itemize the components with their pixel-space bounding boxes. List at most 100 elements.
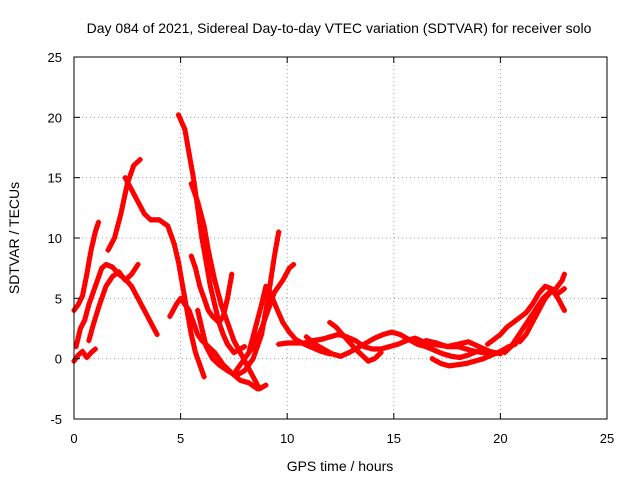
data-point-marker <box>169 235 175 241</box>
plot-frame <box>73 56 608 420</box>
data-point-marker <box>204 263 210 269</box>
data-point-marker <box>276 229 282 235</box>
data-point-marker <box>101 289 107 295</box>
data-point-marker <box>92 232 98 238</box>
data-point-marker <box>270 260 276 266</box>
data-point-marker <box>268 274 274 280</box>
data-point-marker <box>218 301 224 307</box>
data-point-marker <box>224 319 231 326</box>
data-point-marker <box>190 175 196 181</box>
data-point-marker <box>207 257 213 263</box>
data-point-marker <box>91 318 97 325</box>
data-series <box>195 229 282 379</box>
data-point-marker <box>206 252 212 258</box>
data-point-marker <box>207 283 213 289</box>
data-point-marker <box>85 263 91 269</box>
data-point-marker <box>192 193 199 199</box>
data-point-marker <box>87 255 93 261</box>
data-point-marker <box>213 281 219 287</box>
data-point-marker <box>205 247 211 253</box>
data-point-marker <box>250 356 256 362</box>
data-point-marker <box>102 286 108 292</box>
data-point-marker <box>197 207 203 213</box>
y-tick-label: 15 <box>48 171 62 186</box>
data-point-marker <box>189 184 195 190</box>
data-series <box>86 261 141 344</box>
data-point-marker <box>269 267 275 273</box>
data-point-marker <box>185 146 191 153</box>
data-series <box>71 346 98 364</box>
data-point-marker <box>220 313 226 319</box>
data-point-marker <box>201 374 207 380</box>
data-point-marker <box>170 238 176 244</box>
data-point-marker <box>114 227 120 233</box>
data-point-marker <box>199 325 205 332</box>
data-point-marker <box>95 219 102 225</box>
data-point-marker <box>87 251 93 257</box>
series-layer <box>71 112 567 392</box>
x-tick-label: 15 <box>387 431 401 446</box>
data-point-marker <box>195 310 201 316</box>
data-point-marker <box>77 328 83 335</box>
data-point-marker <box>223 316 229 323</box>
data-point-marker <box>242 344 248 350</box>
data-point-marker <box>99 295 105 301</box>
data-point-marker <box>214 285 220 291</box>
data-point-marker <box>198 211 204 217</box>
data-point-marker <box>266 304 272 310</box>
data-point-marker <box>119 206 125 212</box>
data-series <box>71 219 102 313</box>
data-point-marker <box>561 271 567 277</box>
data-point-marker <box>174 253 180 259</box>
data-point-marker <box>121 196 127 202</box>
data-point-marker <box>116 219 122 225</box>
data-point-marker <box>95 305 102 311</box>
data-point-marker <box>117 215 123 221</box>
y-axis-title: SDTVAR / TECUs <box>6 182 22 294</box>
data-point-marker <box>227 279 233 285</box>
data-point-marker <box>81 286 87 292</box>
data-point-marker <box>82 317 88 323</box>
data-point-marker <box>85 304 91 310</box>
data-point-marker <box>228 328 234 335</box>
data-point-marker <box>261 292 267 298</box>
data-point-marker <box>254 334 260 341</box>
data-point-marker <box>254 317 260 324</box>
data-point-marker <box>118 211 124 217</box>
data-point-marker <box>226 322 232 329</box>
data-point-marker <box>135 261 141 268</box>
data-point-marker <box>88 330 94 336</box>
data-point-marker <box>216 293 222 299</box>
data-series <box>188 253 235 326</box>
data-series <box>327 319 384 364</box>
data-point-marker <box>83 312 89 318</box>
data-point-marker <box>256 331 262 338</box>
data-point-marker <box>263 382 269 388</box>
data-series <box>303 329 489 361</box>
data-point-marker <box>254 386 260 392</box>
y-tick-label: 25 <box>48 50 62 65</box>
data-point-marker <box>210 267 216 273</box>
data-point-marker <box>561 307 567 313</box>
data-point-marker <box>88 247 94 253</box>
data-point-marker <box>190 341 196 347</box>
data-point-marker <box>267 301 273 307</box>
x-tick-label: 10 <box>280 431 294 446</box>
data-series <box>105 157 143 253</box>
data-point-marker <box>257 328 263 335</box>
data-point-marker <box>255 313 261 319</box>
data-point-marker <box>378 350 384 356</box>
data-point-marker <box>82 282 88 288</box>
data-point-marker <box>98 298 104 304</box>
data-point-marker <box>270 297 276 303</box>
data-point-marker <box>87 332 93 338</box>
data-point-marker <box>222 304 228 310</box>
data-point-marker <box>129 169 135 175</box>
data-point-marker <box>214 310 220 316</box>
data-point-marker <box>87 335 93 341</box>
data-point-marker <box>246 350 252 356</box>
data-point-marker <box>190 187 196 193</box>
data-point-marker <box>209 289 215 295</box>
x-tick-label: 5 <box>177 431 184 446</box>
